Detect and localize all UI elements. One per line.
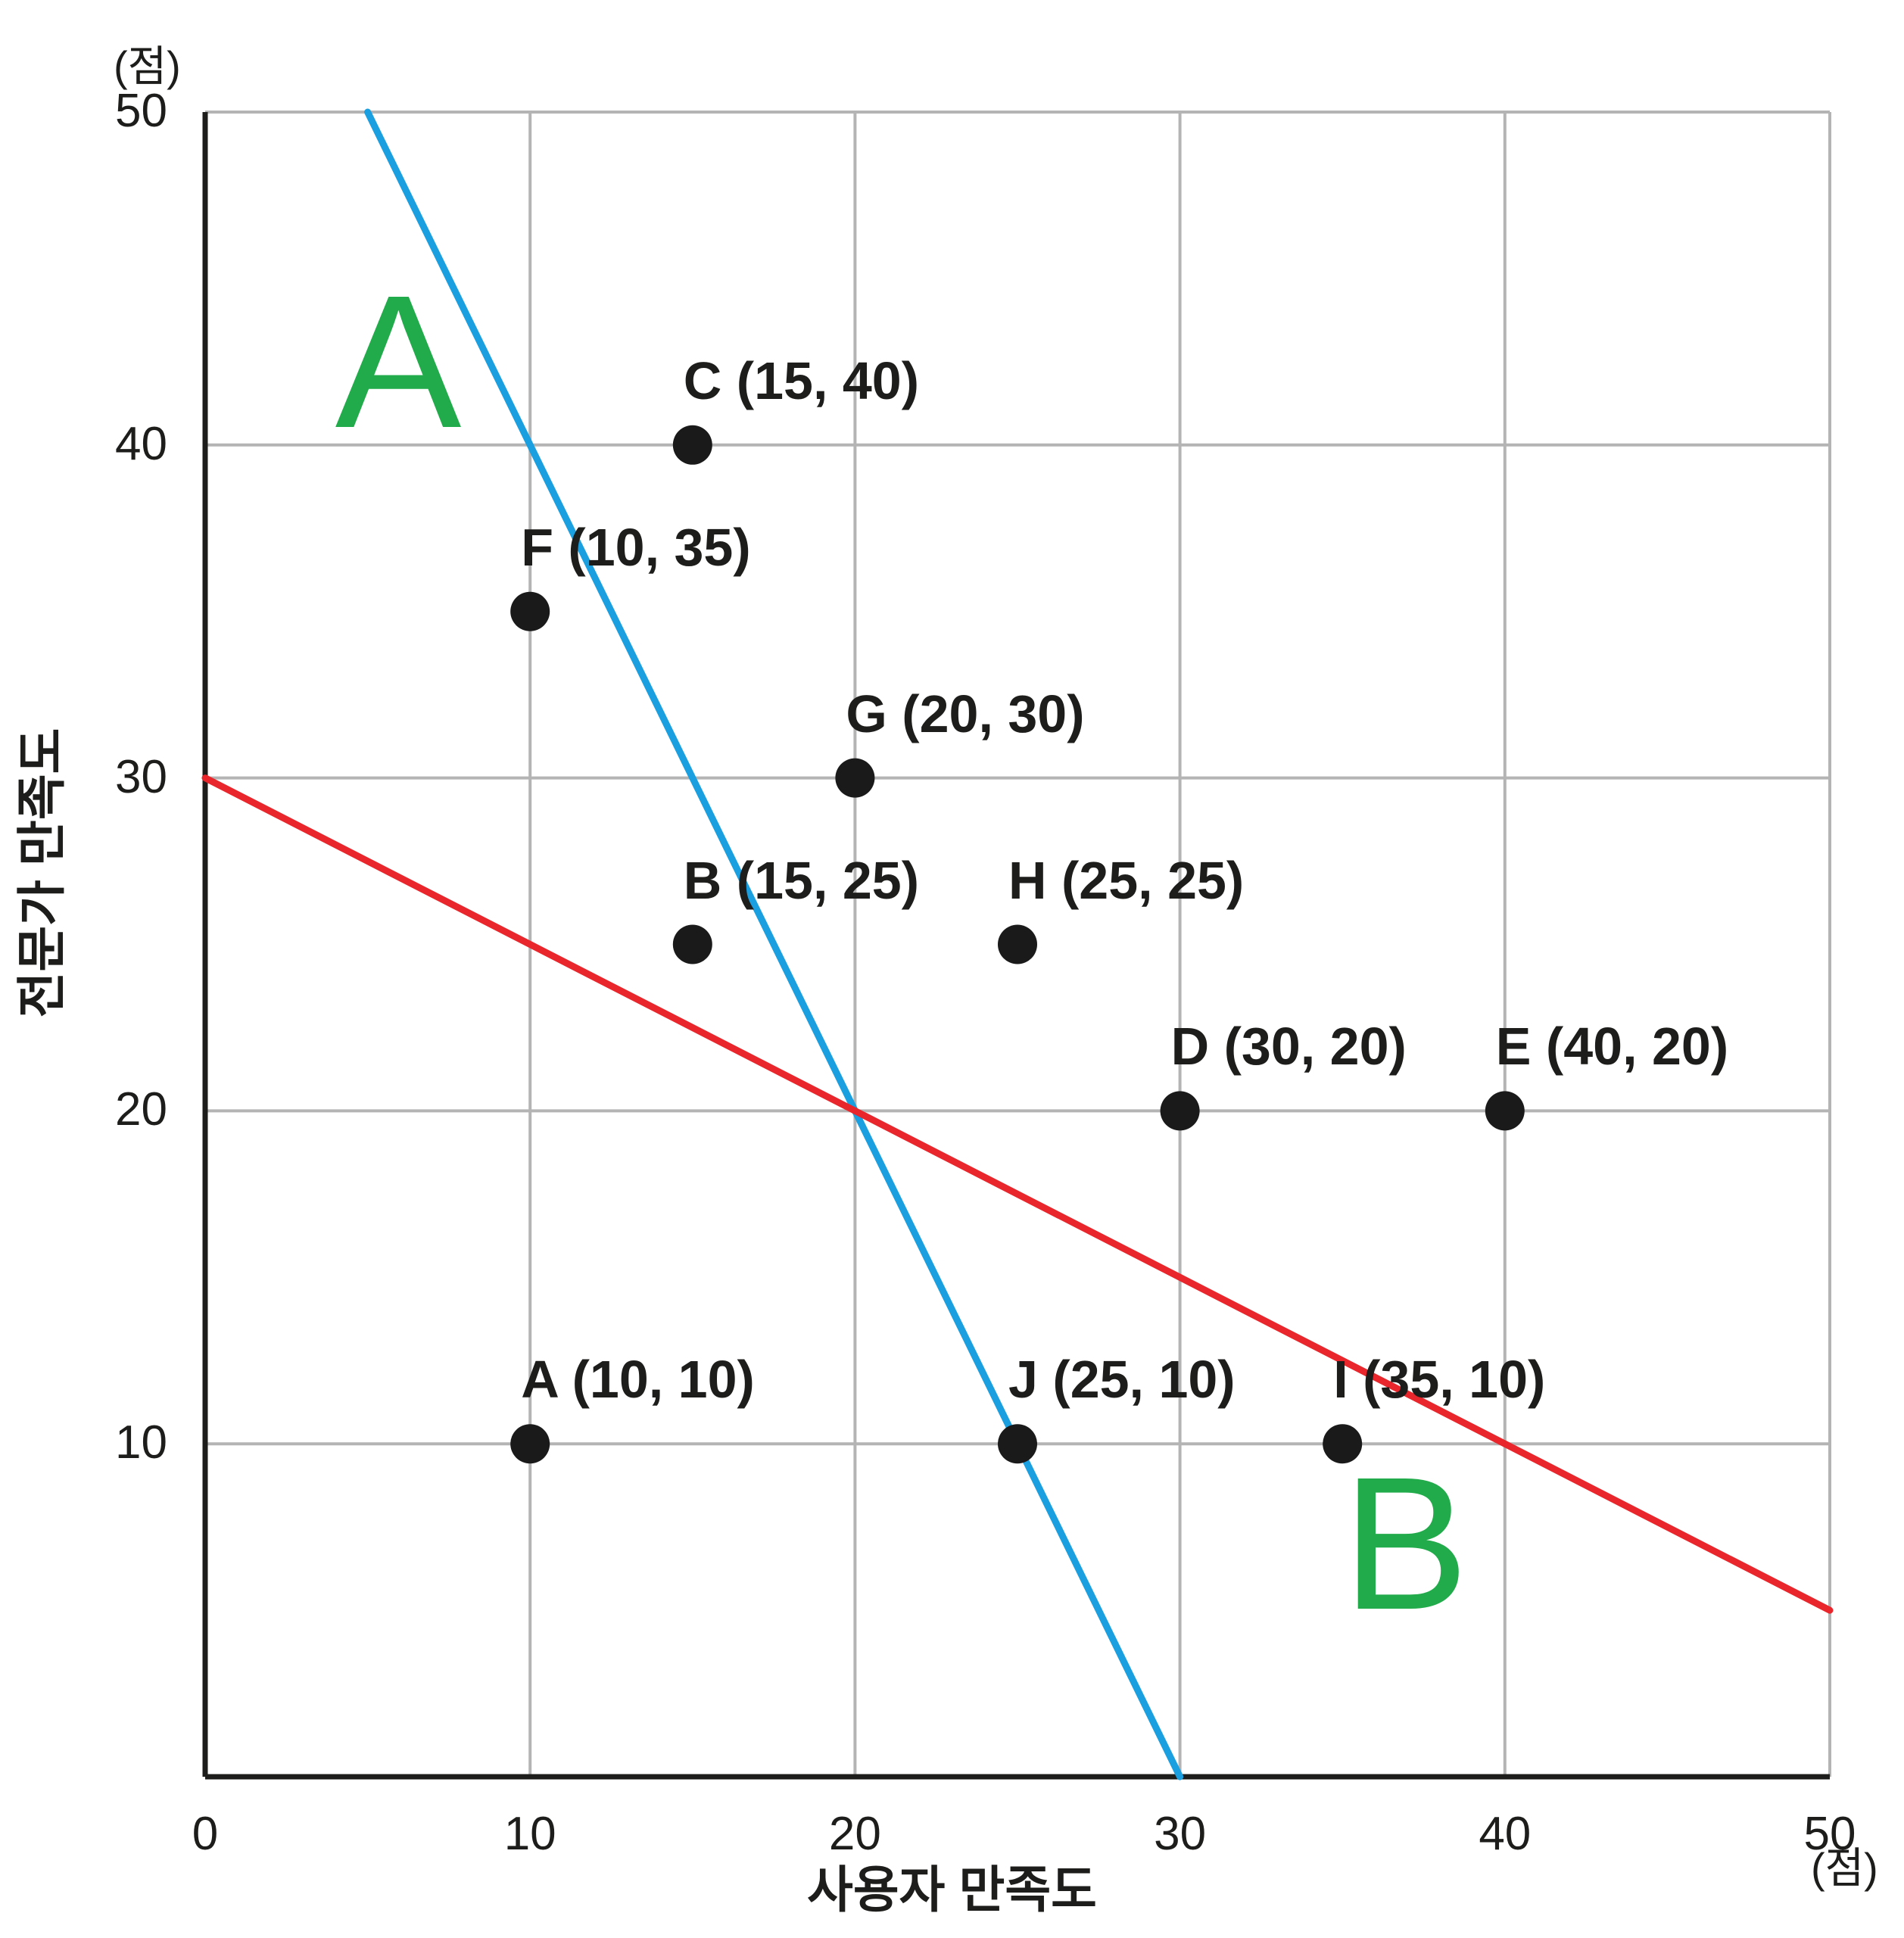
data-point-B[interactable] (672, 924, 712, 964)
x-tick-label-10: 10 (503, 1808, 556, 1860)
data-series-layer (201, 108, 1834, 1781)
data-point-F[interactable] (510, 591, 550, 631)
x-tick-label-30: 30 (1154, 1808, 1207, 1860)
data-point-label-E: E (40, 20) (1495, 1017, 1729, 1076)
data-point-H[interactable] (998, 924, 1037, 964)
data-point-label-I: I (35, 10) (1333, 1350, 1546, 1410)
region-label-B: B (1342, 1438, 1469, 1650)
data-point-label-C: C (15, 40) (683, 351, 920, 410)
y-tick-label-10: 10 (115, 1416, 167, 1469)
y-tick-label-30: 30 (115, 750, 167, 803)
data-point-label-D: D (30, 20) (1170, 1017, 1407, 1076)
data-point-I[interactable] (1323, 1424, 1363, 1464)
x-tick-label-50: 50 (1803, 1808, 1856, 1860)
boundary-red-line (201, 774, 1834, 1614)
x-axis-title: 사용자 만족도 (807, 1862, 1097, 1918)
y-tick-label-50: 50 (115, 85, 167, 137)
boundary-blue-line (364, 108, 1184, 1781)
x-axis-unit-label: (점) (1811, 1844, 1878, 1892)
x-tick-label-20: 20 (828, 1808, 881, 1860)
data-point-label-J: J (25, 10) (1008, 1350, 1236, 1410)
data-point-J[interactable] (998, 1424, 1037, 1464)
plot-area: A (10, 10) B (15, 25) C (15, 40) D (30, 20)… (201, 108, 1834, 1781)
y-axis-unit-label: (점) (114, 42, 181, 90)
data-point-label-F: F (10, 35) (521, 517, 751, 577)
y-tick-label-20: 20 (115, 1083, 167, 1136)
data-point-label-A: A (10, 10) (521, 1350, 755, 1410)
data-point-C[interactable] (672, 425, 712, 465)
data-point-label-B: B (15, 25) (683, 850, 920, 910)
region-label-A: A (335, 255, 462, 467)
x-tick-label-0: 0 (192, 1808, 219, 1860)
grid-lines (202, 111, 1831, 1780)
data-point-label-H: H (25, 25) (1008, 850, 1245, 910)
data-point-D[interactable] (1160, 1091, 1200, 1131)
x-tick-label-40: 40 (1479, 1808, 1532, 1860)
y-axis-title: 전문가 만족도 (14, 728, 70, 1018)
data-point-G[interactable] (835, 758, 875, 798)
data-point-E[interactable] (1485, 1091, 1525, 1131)
data-point-A[interactable] (510, 1424, 550, 1464)
data-point-label-G: G (20, 30) (846, 684, 1085, 743)
y-tick-label-40: 40 (115, 417, 167, 470)
